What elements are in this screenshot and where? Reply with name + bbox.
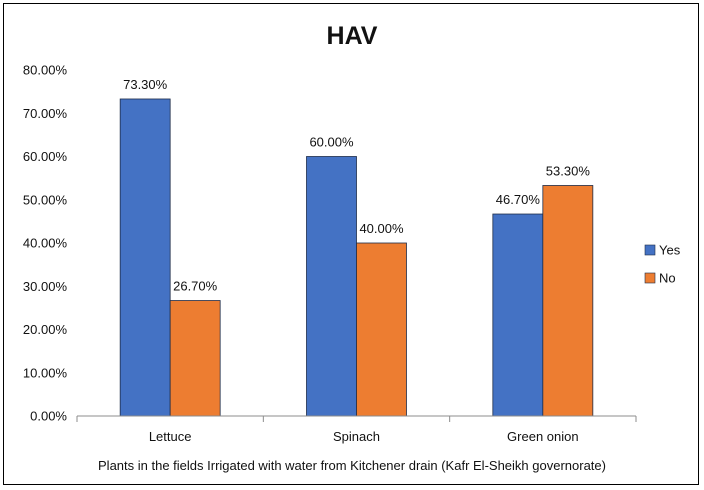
data-label: 73.30% (123, 77, 168, 92)
y-tick-label: 80.00% (23, 63, 68, 78)
x-category-label: Spinach (333, 429, 380, 444)
x-category-label: Green onion (507, 429, 579, 444)
data-label: 40.00% (359, 221, 404, 236)
y-tick-label: 20.00% (23, 322, 68, 337)
legend: Yes No (644, 243, 681, 286)
bar-no-green-onion (542, 185, 594, 417)
bar-no-lettuce (169, 300, 221, 417)
x-axis: Lettuce Spinach Green onion (76, 415, 637, 444)
bar-yes-spinach (306, 156, 357, 417)
legend-label-no: No (659, 271, 676, 286)
data-label: 46.70% (496, 192, 541, 207)
legend-swatch-yes (644, 244, 656, 256)
bar-yes-lettuce (119, 98, 171, 417)
y-tick-label: 50.00% (23, 192, 68, 207)
x-axis-label: Plants in the fields Irrigated with wate… (98, 458, 606, 473)
data-label: 53.30% (546, 163, 591, 178)
bar-yes-green-onion (492, 213, 544, 417)
legend-swatch-no (644, 272, 656, 284)
data-label: 26.70% (173, 279, 218, 294)
data-label: 60.00% (309, 135, 354, 150)
y-axis: 0.00% 10.00% 20.00% 30.00% 40.00% 50.00% 60.00… (23, 63, 68, 424)
y-tick-label: 0.00% (30, 409, 67, 424)
y-tick-label: 60.00% (23, 149, 68, 164)
chart-title: HAV (327, 22, 378, 50)
y-tick-label: 70.00% (23, 106, 68, 121)
x-category-label: Lettuce (149, 429, 192, 444)
legend-label-yes: Yes (659, 243, 681, 258)
y-tick-label: 40.00% (23, 236, 68, 251)
bar-no-spinach (356, 242, 407, 417)
y-tick-label: 30.00% (23, 279, 68, 294)
bars: 73.30% 60.00% 46.70% 26.70% 40.00% 53.30% (119, 77, 594, 417)
y-tick-label: 10.00% (23, 365, 68, 380)
